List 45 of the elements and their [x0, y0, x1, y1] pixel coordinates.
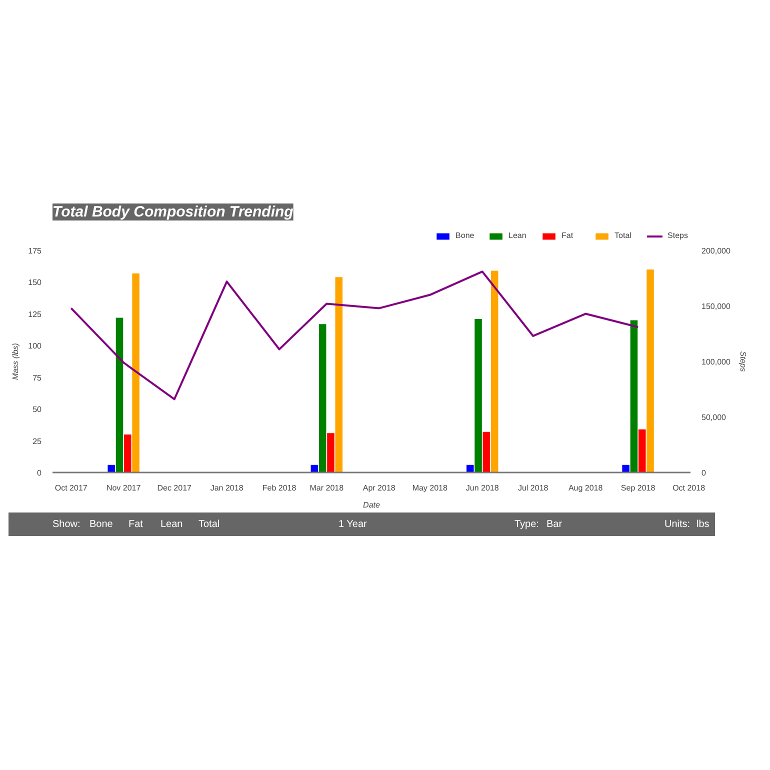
x-tick-label: Nov 2017: [106, 484, 142, 492]
text: Lean: [160, 519, 183, 530]
y-tick-label: 175: [28, 246, 42, 256]
x-tick-label: Mar 2018: [310, 484, 344, 492]
y2-tick-label: 150,000: [702, 302, 731, 311]
y-tick-label: 100: [28, 342, 42, 351]
y-tick-label: 75: [32, 373, 42, 382]
x-tick-label: Feb 2018: [262, 484, 297, 492]
x-tick-label: Jan 2018: [210, 484, 244, 492]
y-axis-title: Mass (lbs): [11, 342, 20, 380]
legend-label: Bone: [456, 231, 476, 240]
y2-tick-label: 0: [702, 468, 706, 478]
text: Bone: [90, 519, 114, 530]
chart-title: Total Body Composition Trending: [52, 204, 294, 220]
y2-tick-label: 200,000: [702, 246, 731, 256]
y-tick-label: 50: [32, 405, 42, 414]
y-tick-label: 125: [28, 310, 42, 319]
text: Type:: [514, 519, 539, 530]
x-axis-title: Date: [363, 500, 380, 510]
y-tick-label: 25: [32, 436, 42, 446]
text: Fat: [128, 519, 144, 530]
text: Show:: [52, 519, 80, 530]
text: Units:: [664, 519, 690, 530]
y-tick-label: 150: [28, 278, 42, 288]
x-tick-label: Dec 2017: [157, 484, 192, 492]
x-tick-label: Oct 2017: [54, 484, 88, 492]
text: lbs: [696, 519, 710, 530]
x-tick-label: Oct 2018: [672, 484, 706, 492]
legend-label: Lean: [508, 231, 528, 240]
x-tick-label: Apr 2018: [362, 484, 396, 492]
text: Total: [198, 519, 220, 530]
text: 1 Year: [338, 519, 368, 530]
legend-label: Fat: [562, 231, 574, 240]
x-tick-label: Jun 2018: [466, 484, 500, 492]
x-tick-label: Jul 2018: [518, 484, 549, 492]
legend-label: Steps: [668, 231, 688, 240]
y2-tick-label: 100,000: [702, 358, 731, 366]
y-tick-label: 0: [37, 468, 42, 478]
x-tick-label: May 2018: [412, 484, 448, 492]
x-tick-label: Sep 2018: [620, 484, 656, 492]
x-tick-label: Aug 2018: [568, 484, 604, 492]
y2-tick-label: 50,000: [702, 413, 727, 422]
text: Bar: [546, 519, 563, 530]
y2-axis-title: Steps: [738, 351, 748, 372]
legend-label: Total: [614, 231, 632, 240]
